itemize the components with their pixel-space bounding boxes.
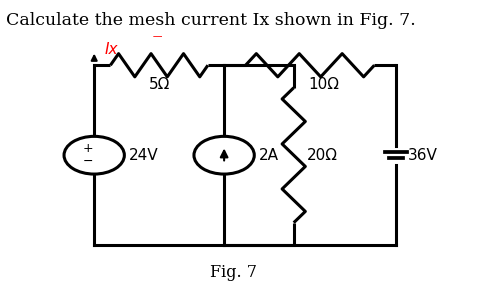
Text: Calculate the mesh current Ix shown in Fig. 7.: Calculate the mesh current Ix shown in F… xyxy=(6,11,416,28)
Text: 10Ω: 10Ω xyxy=(309,76,339,92)
Text: 2A: 2A xyxy=(259,148,279,163)
Text: +: + xyxy=(83,142,93,155)
Text: −: − xyxy=(83,155,93,168)
Text: 24V: 24V xyxy=(129,148,159,163)
Text: 36V: 36V xyxy=(407,148,437,163)
Text: 5Ω: 5Ω xyxy=(148,76,170,92)
Text: 20Ω: 20Ω xyxy=(307,148,338,163)
Text: Ix: Ix xyxy=(104,42,118,57)
Text: Fig. 7: Fig. 7 xyxy=(210,265,257,282)
